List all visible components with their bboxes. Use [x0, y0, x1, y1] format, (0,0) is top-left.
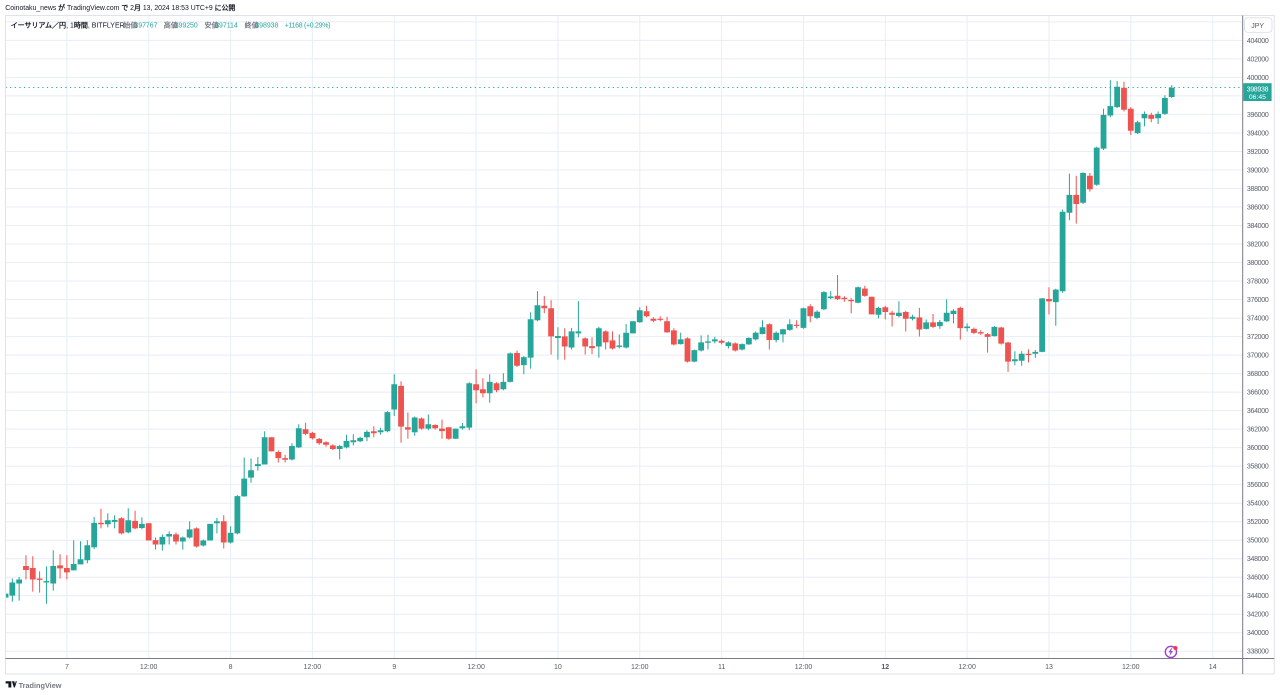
svg-text:370000: 370000 [1247, 353, 1269, 360]
svg-text:404000: 404000 [1247, 38, 1269, 45]
svg-text:340000: 340000 [1247, 630, 1269, 637]
svg-text:384000: 384000 [1247, 223, 1269, 230]
svg-text:安値: 安値 [205, 21, 219, 30]
svg-text:354000: 354000 [1247, 501, 1269, 508]
svg-text:11: 11 [718, 664, 725, 671]
svg-text:360000: 360000 [1247, 445, 1269, 452]
svg-text:376000: 376000 [1247, 297, 1269, 304]
svg-text:342000: 342000 [1247, 612, 1269, 619]
svg-text:7: 7 [65, 664, 69, 671]
svg-text:Coinotaku_news が TradingView.c: Coinotaku_news が TradingView.com で 2月 13… [5, 3, 235, 12]
svg-text:397767: 397767 [134, 23, 157, 30]
svg-text:364000: 364000 [1247, 408, 1269, 415]
svg-text:399250: 399250 [175, 23, 198, 30]
svg-text:8: 8 [229, 664, 233, 671]
svg-text:348000: 348000 [1247, 556, 1269, 563]
svg-text:338000: 338000 [1247, 649, 1269, 656]
svg-text:356000: 356000 [1247, 482, 1269, 489]
svg-text:398938: 398938 [1247, 86, 1269, 93]
svg-text:386000: 386000 [1247, 205, 1269, 212]
svg-text:394000: 394000 [1247, 131, 1269, 138]
svg-text:402000: 402000 [1247, 56, 1269, 63]
svg-text:392000: 392000 [1247, 149, 1269, 156]
svg-text:344000: 344000 [1247, 593, 1269, 600]
svg-text:390000: 390000 [1247, 168, 1269, 175]
svg-text:TradingView: TradingView [19, 681, 62, 690]
svg-text:366000: 366000 [1247, 390, 1269, 397]
svg-text:終値: 終値 [245, 21, 259, 30]
svg-text:06:45: 06:45 [1249, 94, 1266, 101]
svg-text:346000: 346000 [1247, 575, 1269, 582]
svg-text:12:00: 12:00 [304, 664, 322, 671]
svg-text:368000: 368000 [1247, 371, 1269, 378]
svg-text:JPY: JPY [1251, 23, 1264, 30]
svg-text:372000: 372000 [1247, 334, 1269, 341]
svg-text:12: 12 [881, 664, 889, 671]
svg-text:12:00: 12:00 [1122, 664, 1140, 671]
svg-text:高値: 高値 [164, 21, 178, 30]
svg-text:+1168 (+0.29%): +1168 (+0.29%) [285, 23, 330, 30]
svg-text:9: 9 [392, 664, 396, 671]
svg-text:12:00: 12:00 [140, 664, 158, 671]
svg-text:382000: 382000 [1247, 242, 1269, 249]
svg-text:378000: 378000 [1247, 279, 1269, 286]
svg-text:10: 10 [554, 664, 562, 671]
svg-text:397114: 397114 [215, 23, 238, 30]
svg-text:398938: 398938 [255, 23, 278, 30]
svg-text:358000: 358000 [1247, 464, 1269, 471]
svg-text:380000: 380000 [1247, 260, 1269, 267]
svg-text:12:00: 12:00 [795, 664, 813, 671]
svg-text:374000: 374000 [1247, 316, 1269, 323]
svg-text:400000: 400000 [1247, 75, 1269, 82]
svg-text:イーサリアム／円, 1時間, BITFLYER: イーサリアム／円, 1時間, BITFLYER [11, 21, 125, 30]
svg-text:12:00: 12:00 [467, 664, 485, 671]
svg-text:13: 13 [1045, 664, 1053, 671]
svg-text:14: 14 [1209, 664, 1217, 671]
svg-text:388000: 388000 [1247, 186, 1269, 193]
svg-text:12:00: 12:00 [631, 664, 649, 671]
svg-text:362000: 362000 [1247, 427, 1269, 434]
svg-text:352000: 352000 [1247, 519, 1269, 526]
svg-text:12:00: 12:00 [958, 664, 976, 671]
svg-text:350000: 350000 [1247, 538, 1269, 545]
svg-text:396000: 396000 [1247, 112, 1269, 119]
svg-text:始値: 始値 [122, 21, 137, 30]
